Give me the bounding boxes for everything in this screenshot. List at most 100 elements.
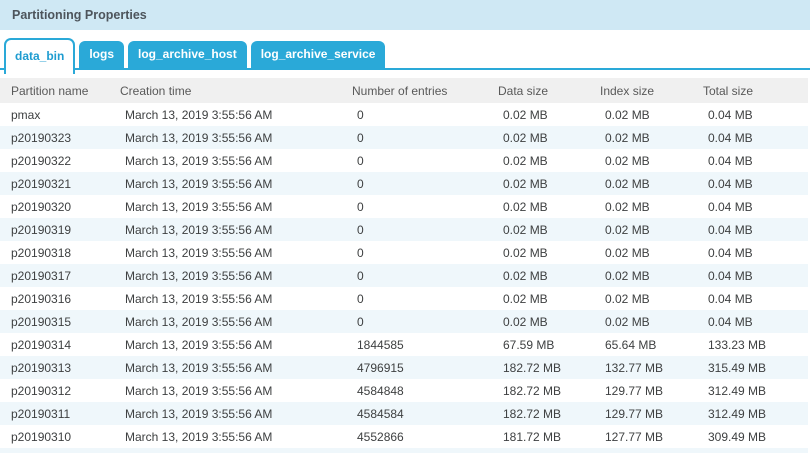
cell-data-size: 181.72 MB bbox=[503, 429, 562, 444]
table-row: p20190317 March 13, 2019 3:55:56 AM 0 0.02 … bbox=[0, 264, 808, 287]
tab-bar: data_bin logs log_archive_host log_archive_… bbox=[0, 38, 810, 74]
cell-index-size: 0.02 MB bbox=[605, 222, 650, 237]
column-header-data-size: Data size bbox=[498, 78, 600, 103]
cell-total-size: 0.04 MB bbox=[708, 222, 753, 237]
cell-creation-time: March 13, 2019 3:55:56 AM bbox=[125, 245, 273, 260]
cell-number-of-entries: 0 bbox=[357, 314, 364, 329]
cell-number-of-entries: 4584584 bbox=[357, 406, 404, 421]
cell-data-size: 182.72 MB bbox=[503, 360, 562, 375]
tab-log_archive_service[interactable]: log_archive_service bbox=[250, 41, 386, 68]
cell-data-size: 0.02 MB bbox=[503, 314, 548, 329]
cell-index-size: 0.02 MB bbox=[605, 176, 650, 191]
cell-number-of-entries: 0 bbox=[357, 176, 364, 191]
cell-creation-time: March 13, 2019 3:55:56 AM bbox=[125, 406, 273, 421]
cell-index-size: 0.02 MB bbox=[605, 130, 650, 145]
cell-index-size: 0.02 MB bbox=[605, 291, 650, 306]
table-row: p20190314 March 13, 2019 3:55:56 AM 184458… bbox=[0, 333, 808, 356]
cell-index-size: 0.02 MB bbox=[605, 107, 650, 122]
table-row: p20190319 March 13, 2019 3:55:56 AM 0 0.02 … bbox=[0, 218, 808, 241]
cell-data-size: 0.02 MB bbox=[503, 222, 548, 237]
table-row: p20190311 March 13, 2019 3:55:56 AM 458458… bbox=[0, 402, 808, 425]
cell-index-size: 0.02 MB bbox=[605, 153, 650, 168]
column-header-number-of-entries: Number of entries bbox=[352, 78, 498, 103]
partition-table: Partition name Creation time Number of ent… bbox=[0, 78, 808, 448]
table-row: pmax March 13, 2019 3:55:56 AM 0 0.02 MB 0.0… bbox=[0, 103, 808, 126]
cell-index-size: 0.02 MB bbox=[605, 314, 650, 329]
column-header-index-size: Index size bbox=[600, 78, 703, 103]
cell-index-size: 0.02 MB bbox=[605, 199, 650, 214]
tab-data_bin[interactable]: data_bin bbox=[4, 38, 76, 74]
cell-data-size: 182.72 MB bbox=[503, 383, 562, 398]
cell-data-size: 0.02 MB bbox=[503, 291, 548, 306]
table-row: p20190316 March 13, 2019 3:55:56 AM 0 0.02 … bbox=[0, 287, 808, 310]
panel-header: Partitioning Properties bbox=[0, 0, 810, 30]
cell-number-of-entries: 0 bbox=[357, 222, 364, 237]
cell-creation-time: March 13, 2019 3:55:56 AM bbox=[125, 268, 273, 283]
header-row: Partition name Creation time Number of ent… bbox=[0, 78, 808, 103]
cell-creation-time: March 13, 2019 3:55:56 AM bbox=[125, 176, 273, 191]
cell-total-size: 0.04 MB bbox=[708, 199, 753, 214]
table-row: p20190315 March 13, 2019 3:55:56 AM 0 0.02 … bbox=[0, 310, 808, 333]
cell-partition-name: p20190312 bbox=[11, 383, 72, 398]
cell-number-of-entries: 0 bbox=[357, 291, 364, 306]
cell-number-of-entries: 0 bbox=[357, 130, 364, 145]
cell-number-of-entries: 0 bbox=[357, 245, 364, 260]
cell-data-size: 0.02 MB bbox=[503, 268, 548, 283]
partition-table-header: Partition name Creation time Number of ent… bbox=[0, 78, 808, 103]
cell-data-size: 0.02 MB bbox=[503, 199, 548, 214]
cell-partition-name: p20190313 bbox=[11, 360, 72, 375]
cell-total-size: 0.04 MB bbox=[708, 107, 753, 122]
cell-number-of-entries: 0 bbox=[357, 268, 364, 283]
table-row: p20190313 March 13, 2019 3:55:56 AM 479691… bbox=[0, 356, 808, 379]
cell-partition-name: p20190322 bbox=[11, 153, 72, 168]
cell-partition-name: p20190311 bbox=[11, 406, 71, 421]
cell-partition-name: p20190310 bbox=[11, 429, 72, 444]
cell-total-size: 0.04 MB bbox=[708, 130, 753, 145]
cell-creation-time: March 13, 2019 3:55:56 AM bbox=[125, 107, 273, 122]
cell-number-of-entries: 0 bbox=[357, 107, 364, 122]
cell-index-size: 129.77 MB bbox=[605, 383, 664, 398]
cell-number-of-entries: 4796915 bbox=[357, 360, 404, 375]
tab-log_archive_host[interactable]: log_archive_host bbox=[128, 41, 247, 68]
cell-total-size: 315.49 MB bbox=[708, 360, 767, 375]
cell-partition-name: p20190321 bbox=[11, 176, 72, 191]
cell-partition-name: p20190316 bbox=[11, 291, 72, 306]
table-row: p20190312 March 13, 2019 3:55:56 AM 458484… bbox=[0, 379, 808, 402]
tab-logs[interactable]: logs bbox=[79, 41, 125, 68]
cell-index-size: 0.02 MB bbox=[605, 268, 650, 283]
cell-total-size: 0.04 MB bbox=[708, 268, 753, 283]
cell-index-size: 0.02 MB bbox=[605, 245, 650, 260]
cell-partition-name: p20190320 bbox=[11, 199, 72, 214]
cell-creation-time: March 13, 2019 3:55:56 AM bbox=[125, 360, 273, 375]
cell-creation-time: March 13, 2019 3:55:56 AM bbox=[125, 130, 273, 145]
cell-index-size: 132.77 MB bbox=[605, 360, 664, 375]
table-row: p20190321 March 13, 2019 3:55:56 AM 0 0.02 … bbox=[0, 172, 808, 195]
cell-total-size: 312.49 MB bbox=[708, 383, 767, 398]
cell-total-size: 0.04 MB bbox=[708, 245, 753, 260]
cell-creation-time: March 13, 2019 3:55:56 AM bbox=[125, 291, 273, 306]
table-row: p20190320 March 13, 2019 3:55:56 AM 0 0.02 … bbox=[0, 195, 808, 218]
cell-partition-name: p20190315 bbox=[11, 314, 72, 329]
cell-index-size: 129.77 MB bbox=[605, 406, 664, 421]
cell-creation-time: March 13, 2019 3:55:56 AM bbox=[125, 153, 273, 168]
cell-number-of-entries: 1844585 bbox=[357, 337, 404, 352]
cell-total-size: 312.49 MB bbox=[708, 406, 767, 421]
table-row: p20190323 March 13, 2019 3:55:56 AM 0 0.02 … bbox=[0, 126, 808, 149]
cell-creation-time: March 13, 2019 3:55:56 AM bbox=[125, 429, 273, 444]
cell-creation-time: March 13, 2019 3:55:56 AM bbox=[125, 337, 273, 352]
cell-number-of-entries: 4552866 bbox=[357, 429, 404, 444]
cell-total-size: 133.23 MB bbox=[708, 337, 767, 352]
cell-data-size: 0.02 MB bbox=[503, 153, 548, 168]
cell-creation-time: March 13, 2019 3:55:56 AM bbox=[125, 314, 273, 329]
cell-partition-name: p20190314 bbox=[11, 337, 72, 352]
cell-number-of-entries: 4584848 bbox=[357, 383, 404, 398]
cell-creation-time: March 13, 2019 3:55:56 AM bbox=[125, 199, 273, 214]
column-header-partition-name: Partition name bbox=[0, 78, 120, 103]
cell-total-size: 0.04 MB bbox=[708, 176, 753, 191]
cell-partition-name: p20190319 bbox=[11, 222, 72, 237]
cell-total-size: 0.04 MB bbox=[708, 153, 753, 168]
cell-data-size: 0.02 MB bbox=[503, 176, 548, 191]
cell-partition-name: pmax bbox=[11, 107, 41, 122]
cell-creation-time: March 13, 2019 3:55:56 AM bbox=[125, 222, 273, 237]
column-header-creation-time: Creation time bbox=[120, 78, 352, 103]
